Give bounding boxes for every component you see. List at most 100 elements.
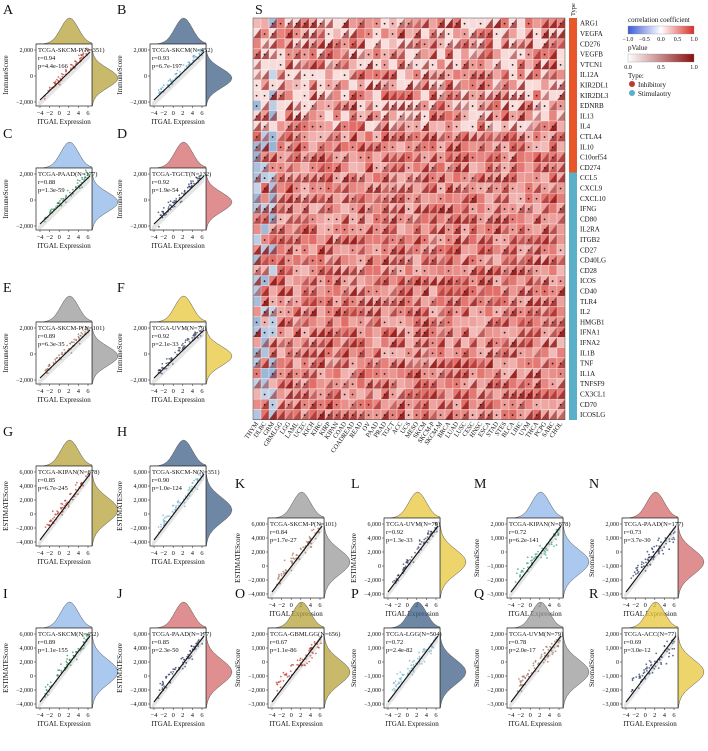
significance-dot (447, 280, 450, 283)
data-point (78, 179, 81, 182)
heatmap-cell (308, 110, 318, 122)
data-point (660, 541, 662, 544)
y-tick-label: −3,000 (487, 592, 504, 598)
significance-dot (399, 321, 402, 324)
y-tick-label: 6,000 (134, 632, 148, 638)
significance-dot (455, 94, 458, 97)
x-tick-label: 6 (672, 712, 676, 719)
y-tick-label: 2,000 (20, 660, 34, 666)
significance-dot (303, 383, 306, 386)
significance-dot (535, 136, 538, 138)
significance-dot (471, 290, 474, 293)
significance-dot (503, 269, 506, 272)
data-point (652, 550, 655, 553)
significance-dot (543, 136, 546, 138)
data-point (194, 333, 197, 336)
significance-dot (319, 280, 322, 283)
scatter-panel-h: TCGA-SKCM-N(N=351)r=0.90p=1.0e-1246,0004… (116, 425, 233, 566)
heatmap-cell (444, 378, 454, 389)
data-point (542, 648, 545, 651)
significance-dot (335, 218, 338, 221)
panel-letter: K (235, 477, 245, 492)
y-axis-title: StromalScore (588, 649, 596, 687)
heatmap-cell (364, 265, 374, 276)
data-point (524, 676, 526, 679)
significance-dot (487, 300, 490, 303)
data-point (184, 665, 187, 668)
significance-dot (327, 280, 330, 283)
significance-dot (439, 156, 442, 159)
scatter-panel-g: TCGA-KIPAN(N=878)r=0.85p=6.7e-2456,0004,… (2, 425, 119, 566)
significance-dot (399, 136, 402, 138)
significance-dot (495, 321, 498, 324)
y-tick-label: −2,000 (16, 378, 33, 384)
data-point (82, 635, 84, 637)
heatmap-cell (316, 378, 326, 389)
y-tick-label: −4,000 (130, 540, 147, 546)
data-point (43, 220, 46, 223)
heatmap-cell (364, 131, 374, 142)
x-tick-label: 2 (67, 234, 70, 241)
data-point (644, 558, 647, 561)
significance-dot (351, 362, 354, 365)
significance-dot (439, 74, 442, 77)
data-point (278, 681, 281, 683)
significance-dot (471, 269, 474, 272)
scatter-panel-o: TCGA-GBMLGG(N=656)r=0.67p=1.1e-862,0001,… (234, 587, 351, 728)
y-tick-label: 0 (144, 512, 147, 518)
density-right (562, 627, 590, 709)
heatmap-cell (412, 89, 422, 101)
heatmap-cell (420, 48, 430, 60)
y-tick-label: 2,000 (606, 632, 620, 638)
significance-dot (471, 280, 474, 283)
significance-dot (559, 63, 562, 66)
significance-dot (431, 372, 434, 375)
data-point (310, 643, 313, 646)
y-tick-label: −1,000 (602, 564, 619, 570)
significance-dot (439, 94, 442, 97)
significance-dot (455, 22, 458, 25)
significance-dot (415, 115, 418, 118)
x-axis-title: ITGAL Expression (37, 118, 91, 126)
x-tick-label: 6 (200, 388, 204, 395)
data-point (631, 679, 634, 682)
significance-dot (279, 331, 282, 334)
heatmap-cell (324, 69, 334, 80)
heatmap-cell (540, 110, 550, 122)
r-value: r=0.89 (38, 333, 55, 340)
significance-dot (375, 136, 378, 138)
significance-dot (295, 372, 298, 375)
data-point (193, 336, 196, 339)
data-point (80, 648, 83, 651)
significance-dot (319, 300, 322, 303)
significance-dot (375, 300, 378, 303)
heatmap-cell (332, 316, 342, 328)
data-point (59, 200, 61, 202)
significance-dot (447, 187, 450, 190)
significance-dot (295, 84, 298, 87)
significance-dot (359, 414, 362, 416)
significance-dot (407, 393, 410, 396)
significance-dot (439, 115, 442, 118)
data-point (74, 488, 77, 491)
data-point (66, 189, 69, 192)
data-point (648, 553, 650, 556)
data-point (158, 369, 161, 371)
data-point (181, 344, 183, 347)
data-point (183, 501, 186, 504)
data-point (82, 641, 85, 643)
data-point (299, 657, 302, 660)
significance-dot (543, 249, 546, 252)
data-point (46, 683, 49, 686)
r-value: r=0.69 (624, 639, 641, 646)
data-point (83, 173, 86, 176)
x-tick-label: 2 (67, 110, 70, 117)
data-point (80, 482, 83, 485)
data-point (163, 521, 165, 523)
significance-dot (487, 33, 490, 35)
significance-dot (319, 53, 322, 56)
significance-dot (263, 311, 266, 313)
heatmap-cell (476, 162, 486, 173)
heatmap-cell (436, 295, 446, 307)
significance-dot (495, 352, 498, 355)
